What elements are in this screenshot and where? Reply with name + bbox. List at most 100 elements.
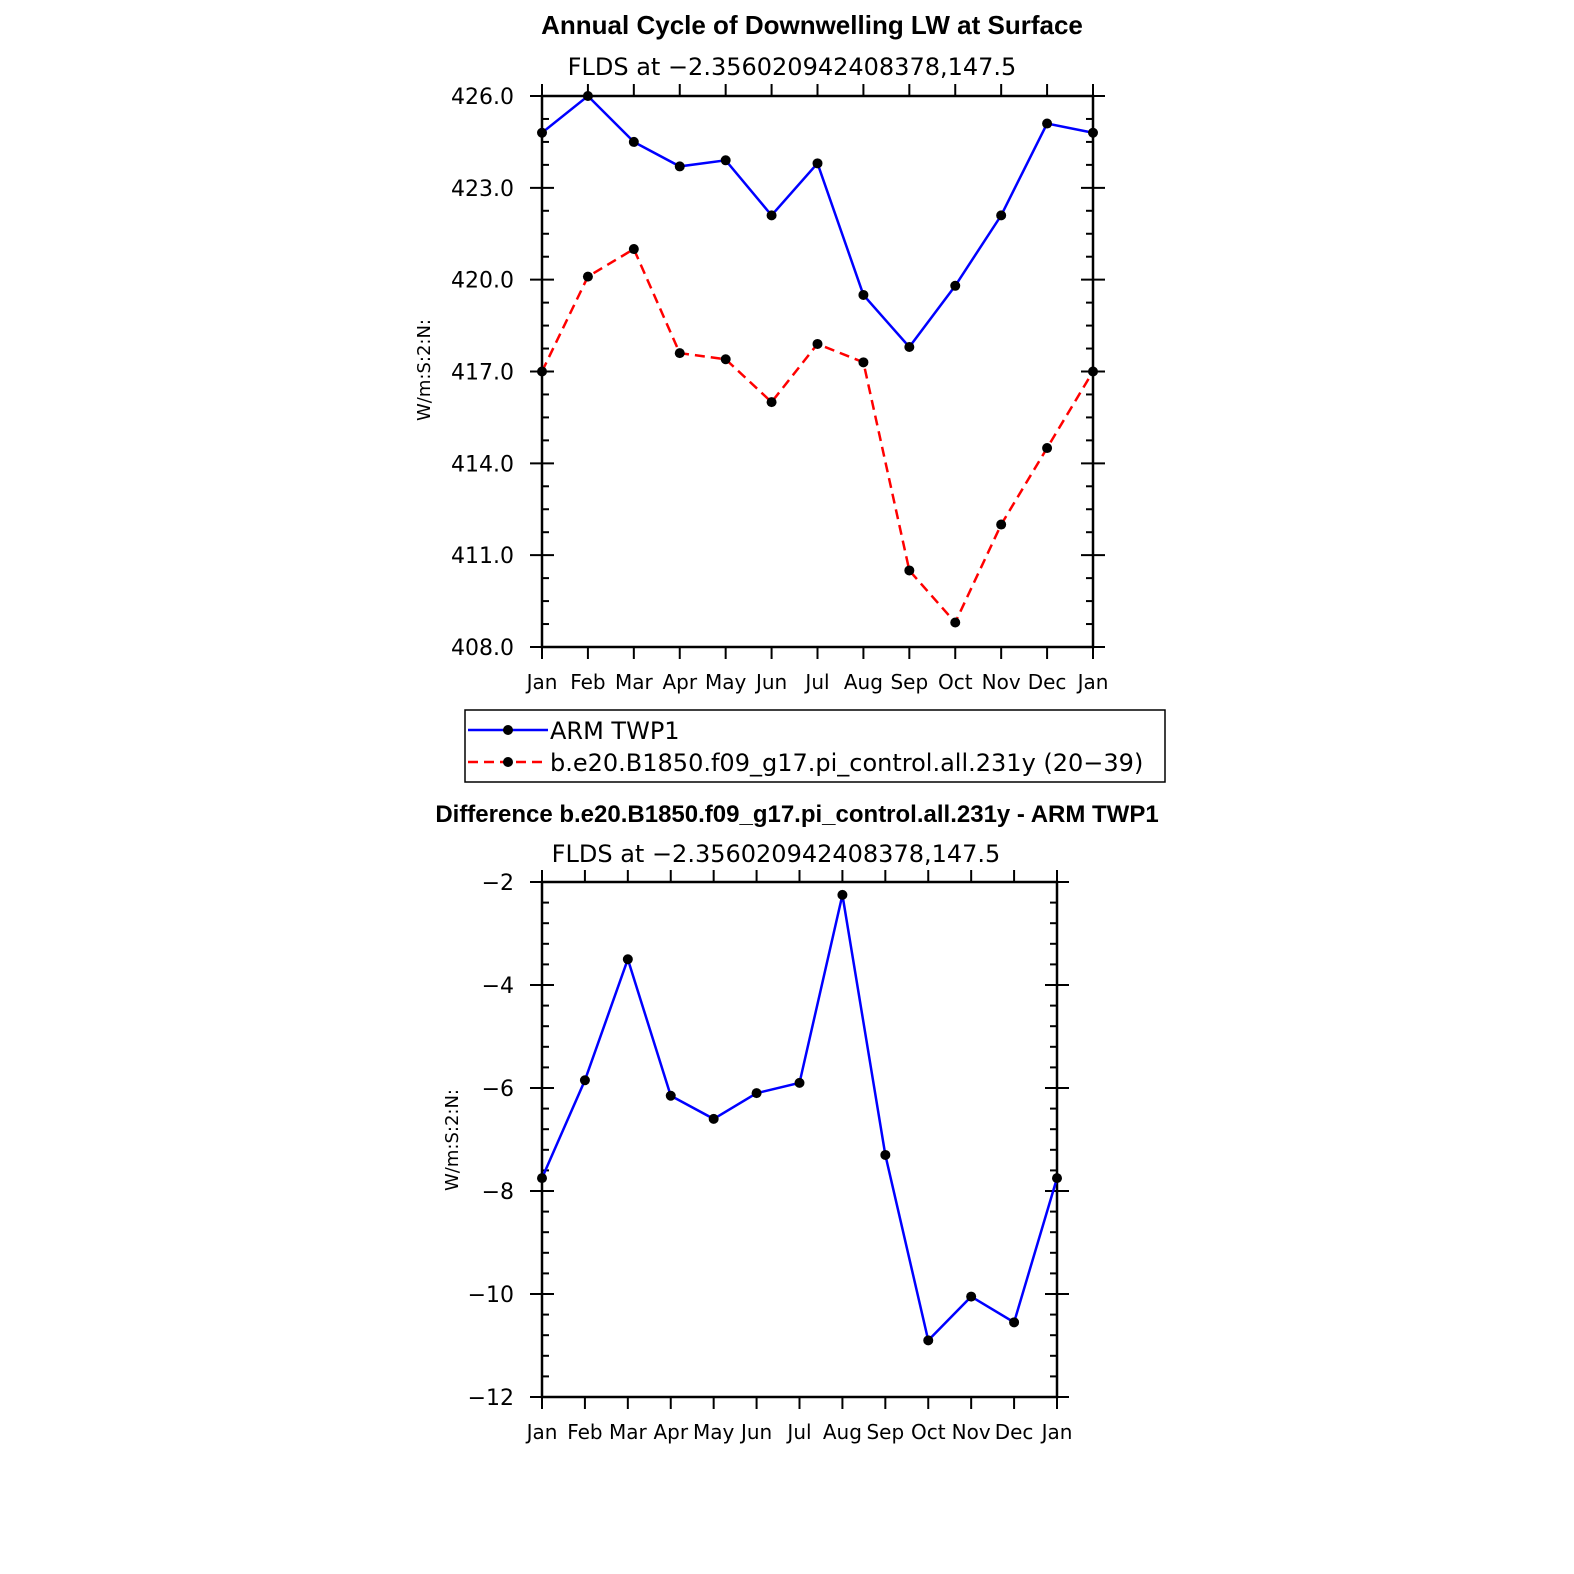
x-tick-label: Dec — [1028, 670, 1067, 694]
y-tick-label: −12 — [468, 1386, 514, 1411]
data-point — [1042, 443, 1053, 454]
x-tick-label: Jan — [525, 1420, 558, 1444]
data-point — [628, 244, 639, 255]
difference-chart: Difference b.e20.B1850.f09_g17.pi_contro… — [435, 801, 1158, 1444]
data-point — [579, 1075, 590, 1086]
y-tick-label: 408.0 — [451, 636, 514, 661]
chart-subtitle: FLDS at −2.356020942408378,147.5 — [552, 840, 1001, 868]
data-point — [751, 1088, 762, 1099]
x-tick-label: Jun — [739, 1420, 772, 1444]
y-tick-label: −10 — [468, 1283, 514, 1308]
data-point — [966, 1291, 977, 1302]
data-point — [628, 136, 639, 147]
data-point — [812, 338, 823, 349]
x-tick-label: May — [705, 670, 747, 694]
data-point — [766, 397, 777, 408]
x-tick-label: Aug — [844, 670, 883, 694]
data-point — [794, 1077, 805, 1088]
data-point — [996, 210, 1007, 221]
data-point — [837, 889, 848, 900]
legend-marker-model — [503, 757, 513, 767]
plot-area: Jan Feb Mar Apr May Jun Jul Aug Sep Oct Nov Dec Jan 4… — [451, 84, 1108, 694]
chart-title: Annual Cycle of Downwelling LW at Surfac… — [541, 10, 1083, 40]
data-point — [950, 280, 961, 291]
data-point — [904, 342, 915, 353]
y-tick-label: −8 — [482, 1180, 514, 1205]
x-tick-label: Apr — [662, 670, 697, 694]
x-tick-label: Mar — [609, 1420, 648, 1444]
x-tick-label: Nov — [982, 670, 1021, 694]
x-tick-label: Mar — [615, 670, 654, 694]
chart-subtitle: FLDS at −2.356020942408378,147.5 — [568, 53, 1017, 81]
y-tick-label: 417.0 — [451, 361, 514, 386]
data-point — [950, 617, 961, 628]
data-point — [720, 354, 731, 365]
x-tick-label: Apr — [653, 1420, 688, 1444]
x-tick-label: Sep — [866, 1420, 904, 1444]
data-point — [766, 210, 777, 221]
legend-box — [464, 709, 1166, 783]
x-tick-label: Jan — [1076, 670, 1109, 694]
x-tick-label: Dec — [995, 1420, 1034, 1444]
data-point — [622, 954, 633, 965]
data-point — [537, 366, 547, 377]
data-point — [923, 1335, 934, 1346]
x-tick-label: Jul — [785, 1420, 811, 1444]
data-point — [904, 565, 915, 576]
data-point — [674, 161, 685, 172]
x-tick-label: Feb — [567, 1420, 602, 1444]
y-tick-label: 414.0 — [451, 452, 514, 477]
x-tick-label: Jan — [525, 670, 558, 694]
data-point — [1052, 1173, 1062, 1184]
x-tick-label: Sep — [890, 670, 928, 694]
data-point — [674, 348, 685, 359]
y-tick-label: −4 — [482, 974, 514, 999]
x-tick-label: Jan — [1040, 1420, 1073, 1444]
data-point — [582, 271, 593, 282]
data-point — [858, 357, 869, 368]
legend-label-arm: ARM TWP1 — [550, 717, 680, 745]
legend: ARM TWP1 b.e20.B1850.f09_g17.pi_control.… — [464, 709, 1166, 783]
x-tick-label: Oct — [938, 670, 973, 694]
y-tick-label: 411.0 — [451, 544, 514, 569]
x-tick-label: Oct — [911, 1420, 946, 1444]
plot-area: Jan Feb Mar Apr May Jun Jul Aug Sep Oct Nov Dec Jan−… — [468, 870, 1073, 1444]
data-point — [1009, 1317, 1020, 1328]
plot-frame — [540, 880, 1059, 1399]
data-point — [812, 158, 823, 169]
y-axis-label: W/m:S:2:N: — [414, 319, 435, 421]
data-point — [720, 155, 731, 166]
x-tick-label: Jun — [754, 670, 787, 694]
data-point — [537, 1173, 547, 1184]
data-point — [537, 127, 547, 138]
annual-cycle-chart: Annual Cycle of Downwelling LW at Surfac… — [414, 10, 1108, 694]
series-line — [541, 94, 1094, 349]
data-point — [1088, 127, 1098, 138]
y-axis-label: W/m:S:2:N: — [442, 1089, 463, 1191]
series-line — [540, 894, 1059, 1343]
data-point — [858, 289, 869, 300]
y-tick-label: 423.0 — [451, 177, 514, 202]
data-point — [708, 1113, 719, 1124]
legend-label-model: b.e20.B1850.f09_g17.pi_control.all.231y … — [550, 749, 1143, 777]
data-point — [665, 1090, 676, 1101]
x-tick-label: Jul — [803, 670, 829, 694]
x-tick-label: Feb — [570, 670, 605, 694]
y-tick-label: 420.0 — [451, 269, 514, 294]
y-tick-label: −6 — [482, 1077, 514, 1102]
series-line — [540, 247, 1095, 625]
data-point — [880, 1149, 891, 1160]
legend-marker-arm — [503, 725, 513, 735]
data-point — [996, 519, 1007, 530]
y-tick-label: −2 — [482, 871, 514, 896]
data-point — [1088, 366, 1098, 377]
x-tick-label: Nov — [952, 1420, 991, 1444]
chart-title: Difference b.e20.B1850.f09_g17.pi_contro… — [435, 801, 1158, 828]
data-point — [1042, 118, 1053, 129]
plot-frame — [540, 94, 1095, 649]
y-tick-label: 426.0 — [451, 85, 514, 110]
data-point — [582, 91, 593, 101]
x-tick-label: Aug — [823, 1420, 862, 1444]
x-tick-label: May — [693, 1420, 735, 1444]
